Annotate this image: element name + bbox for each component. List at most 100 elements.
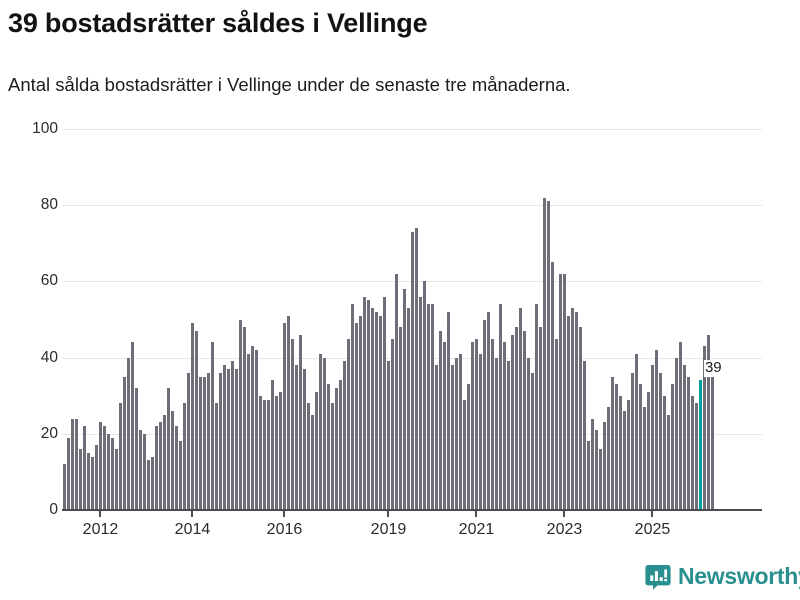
bar	[63, 464, 66, 510]
bar	[359, 315, 362, 510]
x-axis-tick-label: 2012	[82, 521, 119, 538]
bar	[147, 460, 150, 510]
bar	[547, 201, 550, 510]
bar	[615, 384, 618, 510]
y-axis-tick-label: 60	[40, 272, 58, 290]
bar	[659, 372, 662, 510]
bar	[283, 323, 286, 510]
bar	[323, 357, 326, 510]
x-axis-tick-label: 2021	[458, 521, 495, 538]
bar	[527, 357, 530, 510]
bar	[259, 395, 262, 510]
bar	[295, 365, 298, 510]
y-axis-tick-label: 20	[40, 424, 58, 442]
bar	[367, 300, 370, 510]
bar	[183, 403, 186, 510]
gridline	[62, 129, 762, 130]
bar	[343, 361, 346, 510]
x-axis-tick-mark	[283, 510, 286, 517]
bar-value-label: 39	[703, 359, 723, 377]
x-axis-line	[62, 509, 762, 511]
bar	[135, 388, 138, 510]
bar	[631, 372, 634, 510]
bar	[71, 418, 74, 510]
bar	[311, 414, 314, 510]
bar	[419, 296, 422, 510]
x-axis-tick-mark	[475, 510, 478, 517]
bar	[379, 315, 382, 510]
bar	[119, 403, 122, 510]
bar	[395, 273, 398, 510]
bar	[675, 357, 678, 510]
bar	[687, 376, 690, 510]
bar	[79, 449, 82, 510]
bar	[387, 361, 390, 510]
bar	[463, 399, 466, 510]
bar	[371, 308, 374, 510]
bar	[435, 365, 438, 510]
bar	[351, 304, 354, 510]
bar	[155, 426, 158, 510]
y-axis-tick-label: 80	[40, 196, 58, 214]
bar	[703, 346, 706, 510]
bar	[635, 353, 638, 510]
bar	[215, 403, 218, 510]
bar	[691, 395, 694, 510]
bar	[347, 338, 350, 510]
bar	[279, 391, 282, 510]
bar	[355, 323, 358, 510]
bar	[679, 342, 682, 510]
bar	[431, 304, 434, 510]
bar	[99, 422, 102, 510]
bar	[551, 262, 554, 510]
bar	[407, 308, 410, 510]
newsworthy-logo[interactable]: Newsworthy	[645, 563, 800, 590]
bar	[515, 327, 518, 510]
bar	[403, 289, 406, 510]
bar	[539, 327, 542, 510]
bar	[187, 372, 190, 510]
bar	[475, 338, 478, 510]
bar	[563, 273, 566, 510]
bar	[383, 296, 386, 510]
bar	[543, 197, 546, 510]
bar	[711, 361, 714, 510]
bar	[487, 311, 490, 510]
bar	[479, 353, 482, 510]
bar	[83, 426, 86, 510]
bar	[667, 414, 670, 510]
bar	[91, 456, 94, 510]
bar	[627, 399, 630, 510]
bar	[139, 430, 142, 510]
bar	[619, 395, 622, 510]
bar	[599, 449, 602, 510]
chart-plot-area: 0 20 40 60 80 100 39 2012 2014 2016 2019 2021 2023…	[0, 110, 800, 550]
bar	[331, 403, 334, 510]
bar	[559, 273, 562, 510]
x-axis-tick-mark	[191, 510, 194, 517]
bar	[579, 327, 582, 510]
bar	[671, 384, 674, 510]
bar	[651, 365, 654, 510]
bar	[115, 449, 118, 510]
bar	[439, 330, 442, 510]
bar	[503, 342, 506, 510]
bar	[427, 304, 430, 510]
bar	[195, 330, 198, 510]
bar	[231, 361, 234, 510]
bar	[607, 407, 610, 510]
bar	[695, 403, 698, 510]
x-axis-tick-label: 2014	[174, 521, 211, 538]
bar	[207, 372, 210, 510]
x-axis-tick-mark	[99, 510, 102, 517]
bar	[375, 311, 378, 510]
bar	[111, 437, 114, 510]
bar	[623, 410, 626, 510]
bar	[591, 418, 594, 510]
x-axis-tick-mark	[387, 510, 390, 517]
bar-highlighted	[699, 380, 702, 510]
bar	[175, 426, 178, 510]
bar	[335, 388, 338, 510]
bar	[315, 391, 318, 510]
bar	[467, 384, 470, 510]
